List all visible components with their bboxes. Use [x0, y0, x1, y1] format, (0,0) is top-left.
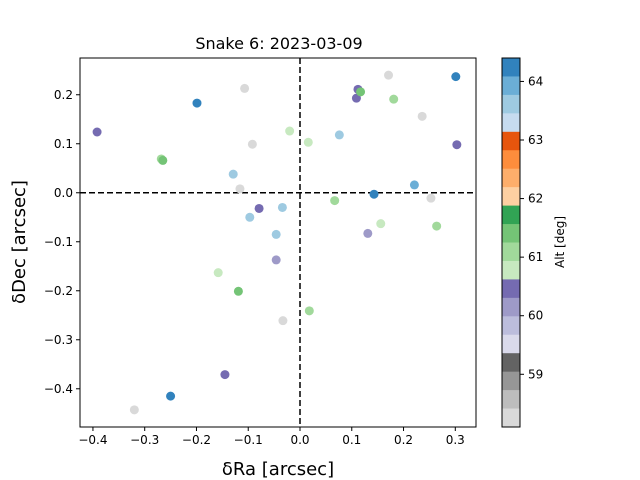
colorbar-segment: [502, 242, 520, 262]
y-tick-label: 0.0: [54, 186, 73, 200]
data-point: [369, 189, 379, 199]
data-point: [245, 212, 255, 222]
data-point: [376, 219, 386, 229]
plot-frame: [79, 57, 477, 428]
y-axis-label: δDec [arcsec]: [9, 180, 30, 304]
y-tick-label: 0.1: [54, 137, 73, 151]
colorbar-ticks: 59 60 61 62 63 64: [520, 74, 543, 381]
data-point: [334, 130, 344, 140]
data-point: [228, 169, 238, 179]
chart-title: Snake 6: 2023-03-09: [195, 34, 362, 53]
colorbar-segment: [502, 260, 520, 280]
data-point: [409, 180, 419, 190]
x-tick-label: 0.1: [342, 433, 361, 447]
y-tick-label: −0.1: [44, 235, 73, 249]
data-point: [417, 111, 427, 121]
colorbar-tick-label: 59: [528, 367, 543, 381]
data-point: [278, 316, 288, 326]
y-tick-label: −0.4: [44, 382, 73, 396]
colorbar-segment: [502, 353, 520, 373]
colorbar-segment: [502, 224, 520, 243]
data-point: [247, 139, 257, 149]
data-point: [303, 137, 313, 147]
colorbar: [502, 58, 520, 428]
colorbar-tick-label: 60: [528, 309, 543, 323]
data-point: [166, 391, 176, 401]
x-tick-label: −0.2: [182, 433, 211, 447]
colorbar-segment: [502, 168, 520, 188]
data-point: [285, 126, 295, 136]
colorbar-segment: [502, 371, 520, 391]
colorbar-segment: [502, 390, 520, 410]
data-point: [233, 286, 243, 296]
colorbar-label: Alt [deg]: [553, 216, 567, 268]
x-tick-label: −0.3: [130, 433, 159, 447]
x-tick-label: −0.1: [234, 433, 263, 447]
data-point: [304, 306, 314, 316]
data-point: [192, 98, 202, 108]
y-tick-label: 0.2: [54, 88, 73, 102]
colorbar-tick-label: 64: [528, 74, 543, 88]
colorbar-tick-label: 62: [528, 192, 543, 206]
scatter-points: [92, 70, 462, 415]
data-point: [220, 370, 230, 380]
data-point: [426, 193, 436, 203]
data-point: [240, 83, 250, 93]
colorbar-segment: [502, 279, 520, 299]
y-tick-label: −0.2: [44, 284, 73, 298]
data-point: [432, 221, 442, 231]
y-axis-ticks: 0.2 0.1 0.0 −0.1 −0.2 −0.3 −0.4: [44, 88, 80, 396]
colorbar-segment: [502, 76, 520, 96]
x-tick-label: 0.3: [446, 433, 465, 447]
data-point: [271, 255, 281, 265]
x-axis-ticks: −0.4 −0.3 −0.2 −0.1 0.0 0.1 0.2 0.3: [78, 427, 465, 447]
colorbar-segment: [502, 113, 520, 133]
colorbar-frame: [501, 57, 521, 428]
data-point: [356, 87, 366, 97]
colorbar-tick-label: 61: [528, 250, 543, 264]
data-point: [277, 202, 287, 212]
colorbar-segment: [502, 131, 520, 151]
data-point: [213, 268, 223, 278]
colorbar-segment: [502, 150, 520, 170]
data-point: [452, 140, 462, 150]
x-axis-label: δRa [arcsec]: [222, 459, 334, 480]
data-point: [271, 229, 281, 239]
colorbar-segment: [502, 187, 520, 207]
colorbar-segment: [502, 205, 520, 225]
data-point: [384, 70, 394, 80]
x-tick-label: 0.0: [290, 433, 309, 447]
data-point: [92, 127, 102, 137]
x-tick-label: 0.2: [394, 433, 413, 447]
data-point: [363, 228, 373, 238]
data-point: [235, 184, 245, 194]
data-point: [158, 155, 168, 165]
data-point: [351, 93, 361, 103]
data-point: [254, 203, 264, 213]
colorbar-segment: [502, 334, 520, 354]
x-tick-label: −0.4: [78, 433, 107, 447]
colorbar-segment: [502, 297, 520, 317]
colorbar-segment: [502, 316, 520, 336]
data-point: [330, 196, 340, 206]
colorbar-segment: [502, 408, 520, 428]
data-point: [129, 405, 139, 415]
y-tick-label: −0.3: [44, 333, 73, 347]
colorbar-tick-label: 63: [528, 133, 543, 147]
colorbar-segment: [502, 94, 520, 114]
data-point: [451, 72, 461, 82]
colorbar-segment: [502, 58, 520, 77]
data-point: [389, 94, 399, 104]
